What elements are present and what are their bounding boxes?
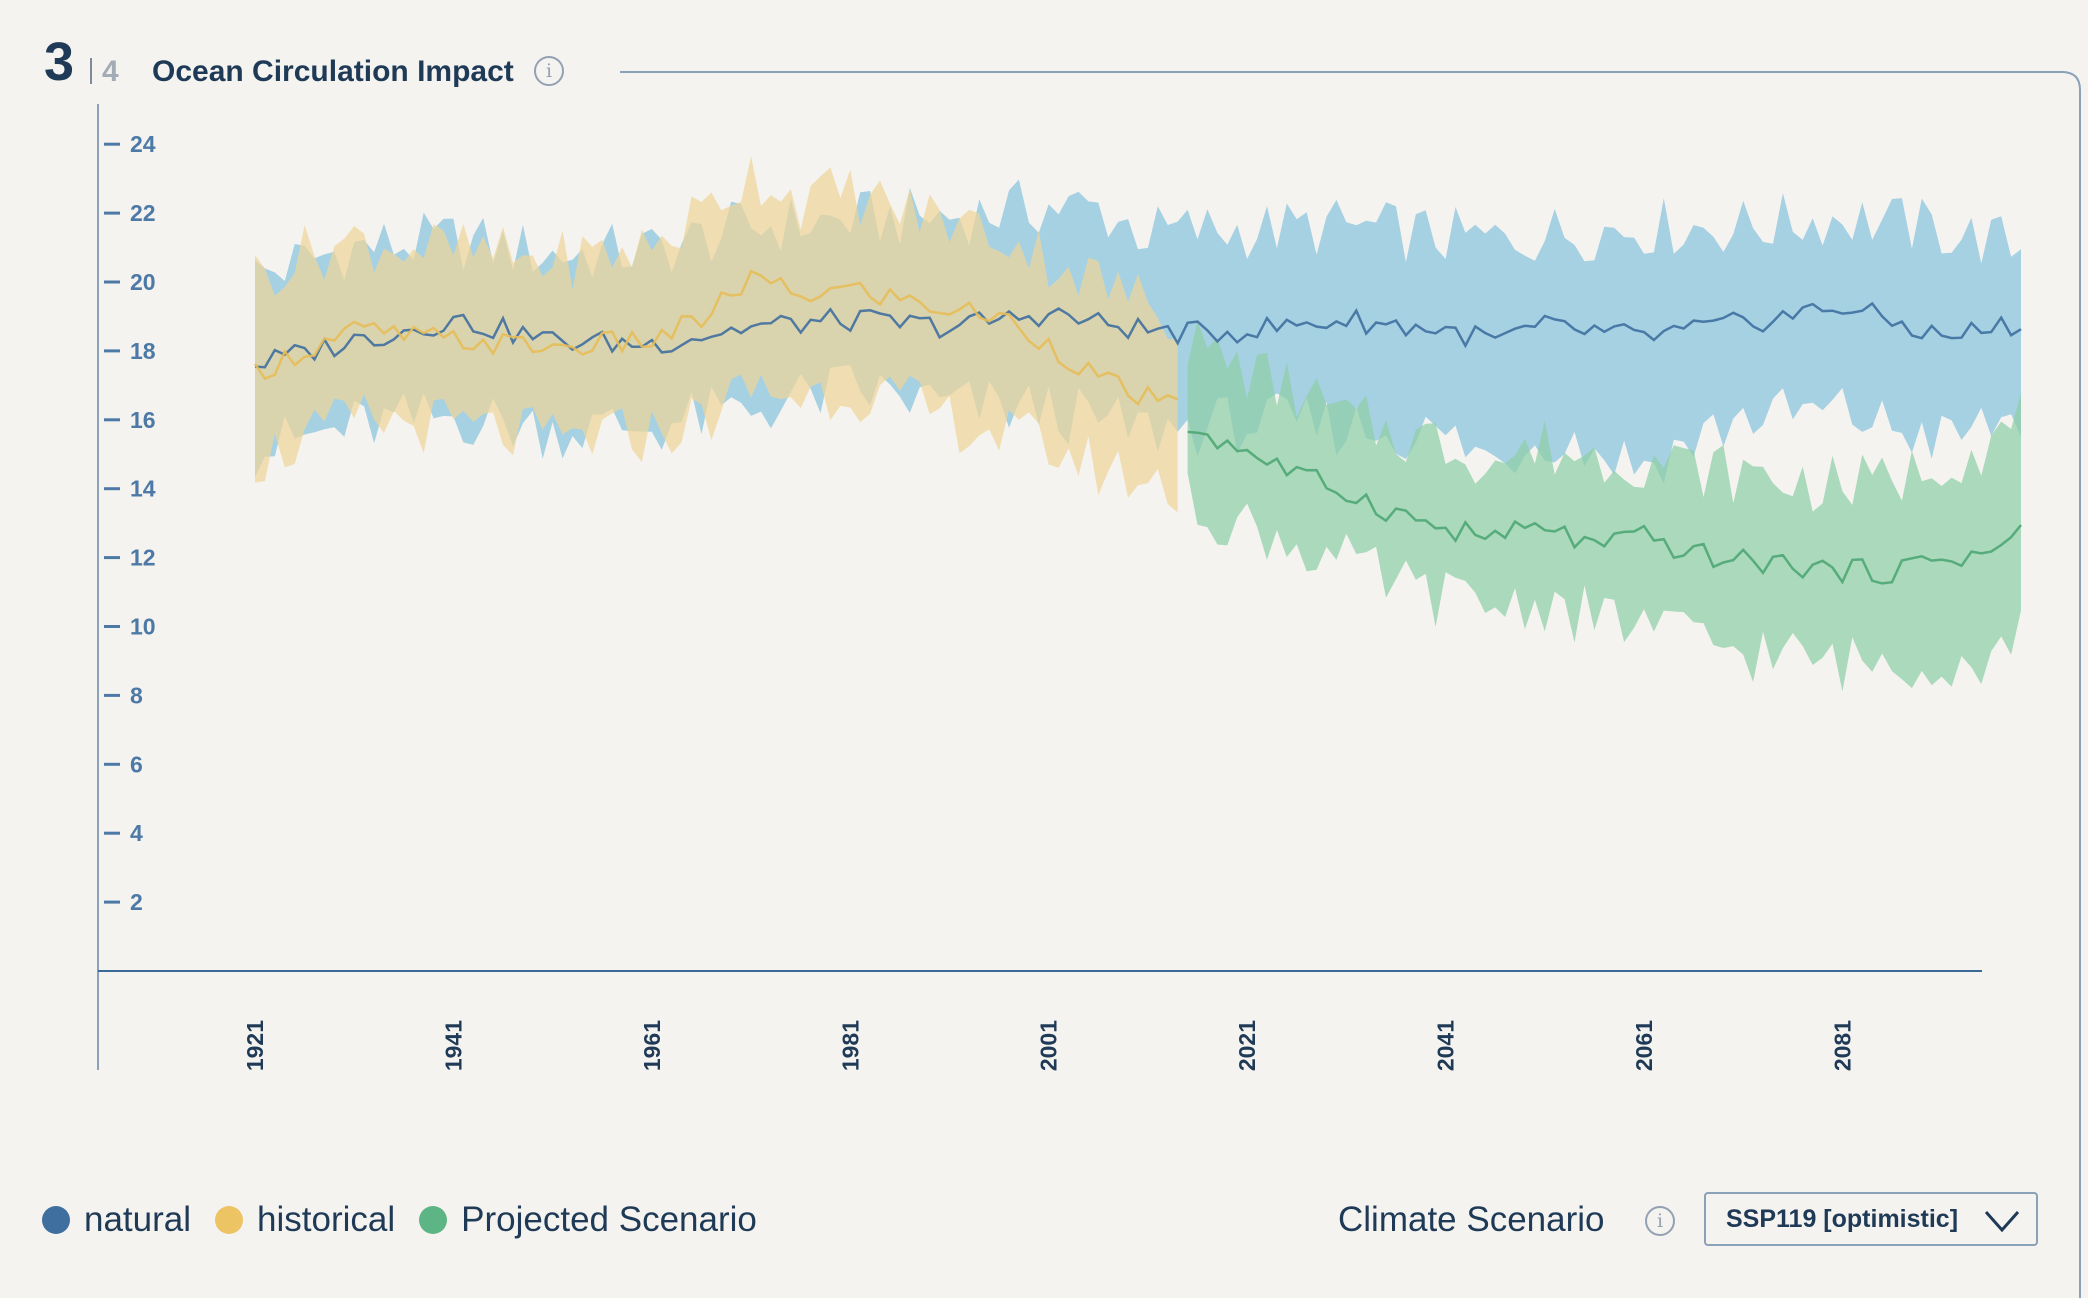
chevron-down-icon xyxy=(1984,1211,2020,1233)
y-tick-label: 10 xyxy=(130,614,156,640)
legend-label: natural xyxy=(84,1200,192,1239)
legend-item-natural: natural xyxy=(42,1200,191,1240)
legend-dot xyxy=(215,1206,244,1234)
band-projected-scenario xyxy=(1187,320,2021,692)
scenario-label: Climate Scenario xyxy=(1338,1200,1605,1239)
scenario-info-icon[interactable]: i xyxy=(1645,1206,1675,1236)
line-historical xyxy=(253,269,1179,407)
x-tick-label: 1981 xyxy=(837,1020,863,1071)
x-tick-label: 2001 xyxy=(1036,1020,1062,1071)
y-tick-label: 20 xyxy=(130,269,156,295)
x-tick-label: 2021 xyxy=(1234,1020,1260,1071)
x-tick-label: 2061 xyxy=(1631,1020,1657,1071)
y-tick-label: 24 xyxy=(130,131,156,157)
y-tick-label: 8 xyxy=(130,682,143,708)
y-tick-label: 4 xyxy=(130,820,143,846)
legend-label: Projected Scenario xyxy=(461,1200,757,1239)
x-tick-label: 1941 xyxy=(440,1020,466,1071)
panel-border xyxy=(620,71,2081,1298)
step-separator xyxy=(90,58,92,84)
line-natural xyxy=(254,301,2022,369)
y-tick-label: 14 xyxy=(130,476,156,502)
scenario-value: SSP119 [optimistic] xyxy=(1726,1204,1959,1233)
step-current: 3 xyxy=(44,32,75,92)
x-tick-label: 2041 xyxy=(1433,1020,1459,1071)
x-tick-label: 1921 xyxy=(242,1020,268,1071)
y-tick-label: 18 xyxy=(130,338,156,364)
y-tick-label: 16 xyxy=(130,407,156,433)
y-tick-label: 22 xyxy=(130,200,156,226)
x-tick-label: 1961 xyxy=(639,1020,665,1071)
x-tick-label: 2081 xyxy=(1829,1020,1855,1071)
info-icon[interactable]: i xyxy=(534,56,564,86)
y-tick-label: 2 xyxy=(130,889,143,915)
y-tick-label: 6 xyxy=(130,751,143,777)
legend-dot xyxy=(42,1206,70,1234)
legend-dot xyxy=(419,1206,448,1234)
band-historical xyxy=(255,156,1178,513)
scenario-select[interactable]: SSP119 [optimistic] xyxy=(1704,1192,2038,1246)
step-total: 4 xyxy=(102,55,119,88)
y-tick-label: 12 xyxy=(130,545,156,571)
line-projected-scenario xyxy=(1187,430,2022,585)
legend: natural historical Projected Scenario xyxy=(42,1196,781,1244)
legend-item-projected: Projected Scenario xyxy=(419,1200,757,1240)
panel-title: Ocean Circulation Impact xyxy=(152,55,514,88)
legend-item-historical: historical xyxy=(215,1200,395,1240)
legend-label: historical xyxy=(257,1200,396,1239)
